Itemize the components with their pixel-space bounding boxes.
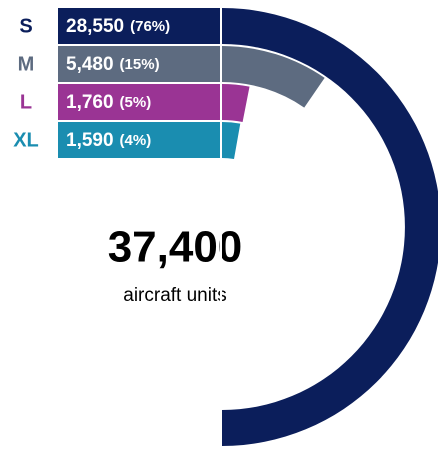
arc-bar [222, 122, 241, 160]
total-value: 37,400 [108, 223, 243, 272]
value-label: 1,760 (5%) [66, 92, 151, 113]
label-box [58, 8, 222, 44]
value-number: 28,550 [66, 16, 124, 37]
arc-bar [222, 84, 250, 123]
label-box [58, 84, 222, 120]
value-label: 1,590 (4%) [66, 130, 151, 151]
percentage-label: (15%) [120, 56, 160, 73]
value-number: 5,480 [66, 54, 114, 75]
category-label: L [20, 91, 32, 113]
arc-bar [222, 46, 325, 108]
value-label: 28,550 (76%) [66, 16, 170, 37]
label-box [58, 122, 222, 158]
value-number: 1,760 [66, 92, 114, 113]
percentage-label: (4%) [120, 132, 152, 149]
percentage-label: (76%) [130, 18, 170, 35]
category-label: M [18, 53, 35, 75]
value-label: 5,480 (15%) [66, 54, 160, 75]
value-number: 1,590 [66, 130, 114, 151]
label-box [58, 46, 222, 82]
category-label: XL [13, 129, 39, 151]
category-label: S [19, 15, 32, 37]
percentage-label: (5%) [120, 94, 152, 111]
arc-bar [222, 8, 438, 446]
total-text: aircraft units [123, 285, 226, 306]
